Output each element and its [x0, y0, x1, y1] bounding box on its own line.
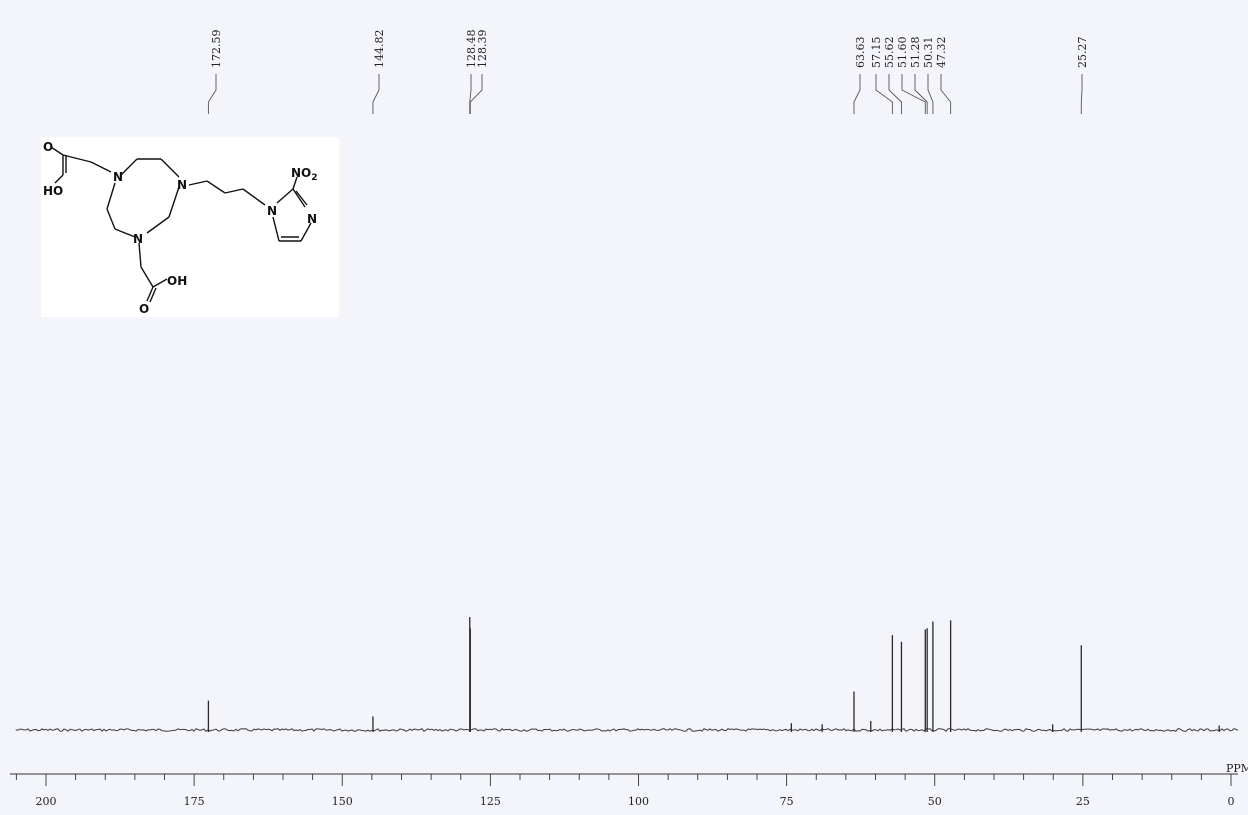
atom-n2: N — [177, 178, 187, 192]
chemical-structure-inset: O HO N N N OH O N N NO2 — [41, 137, 339, 317]
peak-leader-lines — [207, 74, 1083, 114]
peak-label-25-27: 25.27 — [1076, 37, 1089, 69]
structure-drawing: O HO N N N OH O N N NO2 — [43, 140, 318, 316]
peak-label-128-39: 128.39 — [476, 30, 489, 69]
leader-128-48 — [469, 74, 472, 114]
leader-128-39 — [469, 74, 483, 114]
atom-n-imidazole-2: N — [307, 212, 317, 226]
tick-label-0: 0 — [1228, 795, 1235, 808]
x-axis-unit-label: PPM — [1226, 762, 1248, 775]
atom-o-bottom: O — [139, 302, 149, 316]
peak-label-144-82: 144.82 — [373, 30, 386, 69]
leader-63-63 — [853, 74, 861, 114]
nitro-group: NO2 — [291, 166, 318, 183]
leader-47-32 — [940, 74, 952, 114]
peak-label-47-32: 47.32 — [935, 37, 948, 69]
atom-oh: OH — [167, 274, 187, 288]
atom-o-top: O — [43, 140, 53, 154]
leader-51-60 — [901, 74, 926, 114]
nitro-subscript: 2 — [311, 173, 317, 183]
peak-label-50-31: 50.31 — [922, 37, 935, 69]
leader-25-27 — [1080, 74, 1083, 114]
leader-50-31 — [927, 74, 934, 114]
leader-144-82 — [372, 74, 380, 114]
tick-label-200: 200 — [36, 795, 57, 808]
leader-51-28 — [914, 74, 928, 114]
tick-label-100: 100 — [628, 795, 649, 808]
tick-label-125: 125 — [480, 795, 501, 808]
peak-label-51-28: 51.28 — [909, 37, 922, 69]
tick-label-50: 50 — [928, 795, 942, 808]
peak-label-172-59: 172.59 — [210, 30, 223, 69]
atom-n1: N — [113, 170, 123, 184]
peak-label-63-63: 63.63 — [854, 37, 867, 69]
spectrum-peaks — [207, 617, 1220, 732]
leader-55-62 — [888, 74, 902, 114]
tick-label-25: 25 — [1076, 795, 1090, 808]
tick-label-75: 75 — [780, 795, 794, 808]
peak-label-57-15: 57.15 — [870, 37, 883, 69]
nitro-main: NO — [291, 166, 311, 180]
peak-label-55-62: 55.62 — [883, 37, 896, 69]
tick-label-150: 150 — [332, 795, 353, 808]
atom-n-imidazole: N — [267, 204, 277, 218]
spectrum-trace — [15, 728, 1239, 733]
peak-label-51-60: 51.60 — [896, 37, 909, 69]
atom-n3: N — [133, 232, 143, 246]
atom-ho: HO — [43, 184, 63, 198]
leader-172-59 — [207, 74, 217, 114]
x-axis-ticks: 200 175 150 125 100 75 50 25 0 — [15, 774, 1235, 808]
peak-label-128-48: 128.48 — [465, 30, 478, 69]
tick-label-175: 175 — [184, 795, 205, 808]
leader-57-15 — [875, 74, 893, 114]
